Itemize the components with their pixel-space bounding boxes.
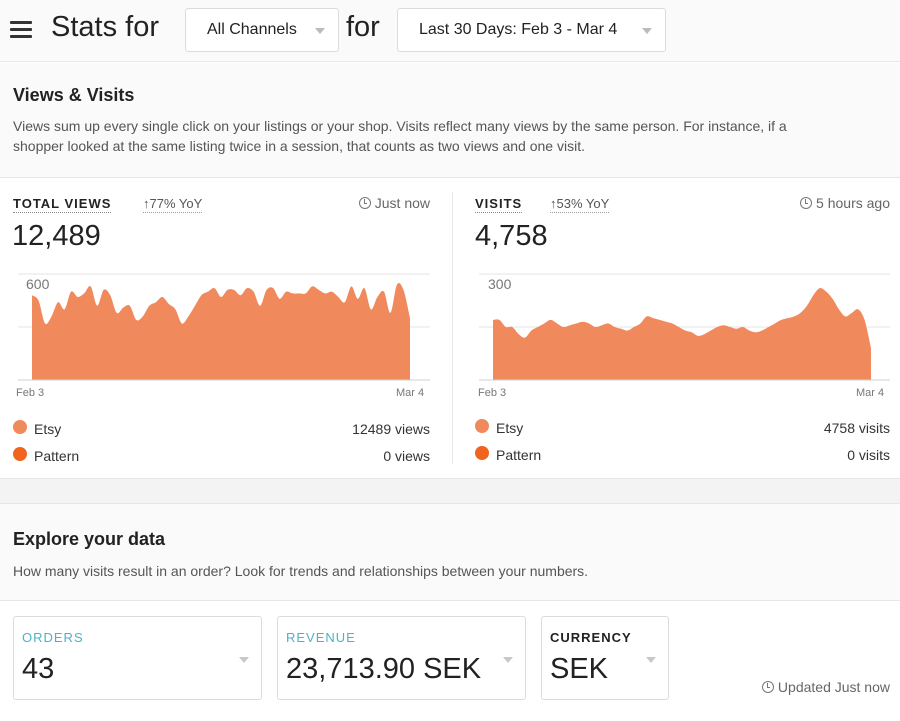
visits-yoy-value: 53% YoY: [556, 196, 610, 211]
revenue-value: 23,713.90 SEK: [286, 653, 482, 685]
total-views-yoy-value: 77% YoY: [149, 196, 203, 211]
orders-metric-select[interactable]: ORDERS 43: [13, 616, 262, 700]
explore-intro: Explore your data How many visits result…: [0, 504, 900, 601]
visits-updated-text: 5 hours ago: [816, 195, 890, 211]
updated-footer: Updated Just now: [761, 679, 890, 695]
chart-x-end-label: Mar 4: [396, 387, 424, 396]
visits-value: 4,758: [475, 220, 548, 252]
chart-x-start-label: Feb 3: [478, 387, 506, 396]
currency-label: CURRENCY: [550, 630, 632, 645]
page-title-prefix: Stats for: [51, 11, 159, 43]
chart-y-tick-label: 600: [26, 276, 50, 292]
explore-description: How many visits result in an order? Look…: [13, 563, 589, 579]
chevron-down-icon: [239, 657, 249, 663]
visits-area-chart: 300 Feb 3 Mar 4: [478, 273, 890, 396]
chart-area-series: [32, 282, 410, 380]
updated-footer-text: Updated Just now: [777, 679, 890, 695]
total-views-panel: TOTAL VIEWS ↑77% YoY Just now 12,489 600…: [0, 178, 452, 478]
chevron-down-icon: [315, 28, 325, 34]
section-description-line2: shopper looked at the same listing twice…: [13, 138, 585, 154]
views-visits-intro: Views & Visits Views sum up every single…: [0, 63, 900, 178]
revenue-label: REVENUE: [286, 630, 356, 645]
section-description-line1: Views sum up every single click on your …: [13, 118, 787, 134]
legend-value-pattern: 0 views: [383, 448, 430, 464]
revenue-metric-select[interactable]: REVENUE 23,713.90 SEK: [277, 616, 526, 700]
stats-header: Stats for All Channels for Last 30 Days:…: [0, 0, 900, 62]
legend-label-etsy: Etsy: [34, 421, 62, 437]
chart-area-series: [493, 288, 871, 380]
panel-divider: [452, 192, 453, 464]
legend-value-pattern: 0 visits: [847, 447, 890, 463]
channel-select[interactable]: All Channels: [185, 8, 339, 52]
chevron-down-icon: [646, 657, 656, 663]
channel-select-value: All Channels: [207, 21, 297, 38]
legend-value-etsy: 4758 visits: [823, 420, 890, 436]
legend-dot-etsy: [475, 419, 489, 433]
date-range-select[interactable]: Last 30 Days: Feb 3 - Mar 4: [397, 8, 666, 52]
chart-y-tick-label: 300: [488, 276, 512, 292]
clock-icon: [761, 681, 774, 693]
visits-yoy: ↑53% YoY: [550, 196, 610, 213]
total-views-label[interactable]: TOTAL VIEWS: [13, 196, 112, 213]
clock-icon: [800, 197, 813, 209]
legend-dot-pattern: [475, 446, 489, 460]
visits-label[interactable]: VISITS: [475, 196, 523, 213]
chevron-down-icon: [642, 28, 652, 34]
total-views-updated-text: Just now: [374, 195, 430, 211]
orders-label: ORDERS: [22, 630, 84, 645]
currency-select[interactable]: CURRENCY SEK: [541, 616, 669, 700]
page-title-connector: for: [346, 11, 380, 43]
legend-label-etsy: Etsy: [496, 420, 524, 436]
legend-dot-etsy: [13, 420, 27, 434]
clock-icon: [358, 197, 371, 209]
section-separator: [0, 478, 900, 504]
visits-panel: VISITS ↑53% YoY 5 hours ago 4,758 300 Feb…: [453, 178, 900, 478]
chevron-down-icon: [503, 657, 513, 663]
currency-value: SEK: [550, 653, 609, 685]
hamburger-menu-icon[interactable]: [10, 19, 34, 39]
date-range-select-value: Last 30 Days: Feb 3 - Mar 4: [419, 21, 618, 38]
total-views-value: 12,489: [12, 220, 101, 252]
legend-value-etsy: 12489 views: [352, 421, 430, 437]
views-area-chart: 600 Feb 3 Mar 4: [16, 273, 430, 396]
legend-dot-pattern: [13, 447, 27, 461]
legend-label-pattern: Pattern: [496, 447, 542, 463]
legend-label-pattern: Pattern: [34, 448, 80, 464]
orders-value: 43: [22, 653, 55, 685]
visits-updated: 5 hours ago: [800, 195, 890, 211]
total-views-updated: Just now: [358, 195, 430, 211]
section-title: Views & Visits: [13, 85, 135, 105]
chart-x-end-label: Mar 4: [856, 387, 884, 396]
chart-x-start-label: Feb 3: [16, 387, 44, 396]
explore-title: Explore your data: [13, 529, 166, 549]
total-views-yoy: ↑77% YoY: [143, 196, 203, 213]
